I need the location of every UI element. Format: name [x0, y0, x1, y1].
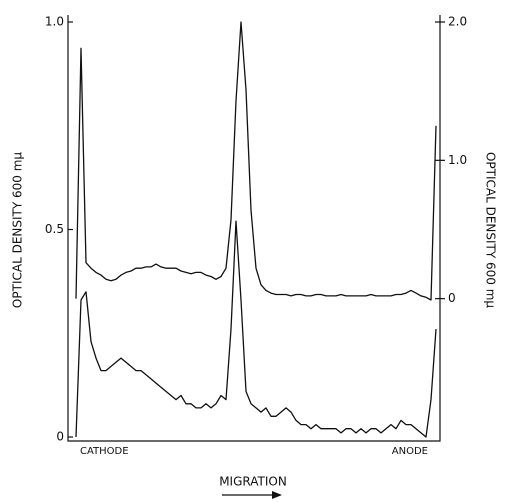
- y-tick-label: 0: [56, 430, 64, 444]
- cathode-label: CATHODE: [80, 446, 129, 457]
- x-axis-label: MIGRATION: [219, 475, 287, 489]
- y2-axis-label: OPTICAL DENSITY 600 mμ: [484, 152, 498, 308]
- arrow-head: [272, 491, 282, 499]
- y2-tick-label: 0: [448, 291, 456, 305]
- y-tick-label: 0.5: [45, 222, 64, 236]
- trace-line: [75, 220, 437, 438]
- y2-tick-label: 1.0: [448, 153, 467, 167]
- y2-tick-label: 2.0: [448, 15, 467, 29]
- y-axis-label: OPTICAL DENSITY 600 mμ: [11, 152, 25, 308]
- trace-line: [75, 21, 437, 301]
- y-tick-label: 1.0: [45, 15, 64, 29]
- plot-frame: [67, 15, 441, 442]
- anode-label: ANODE: [392, 446, 428, 457]
